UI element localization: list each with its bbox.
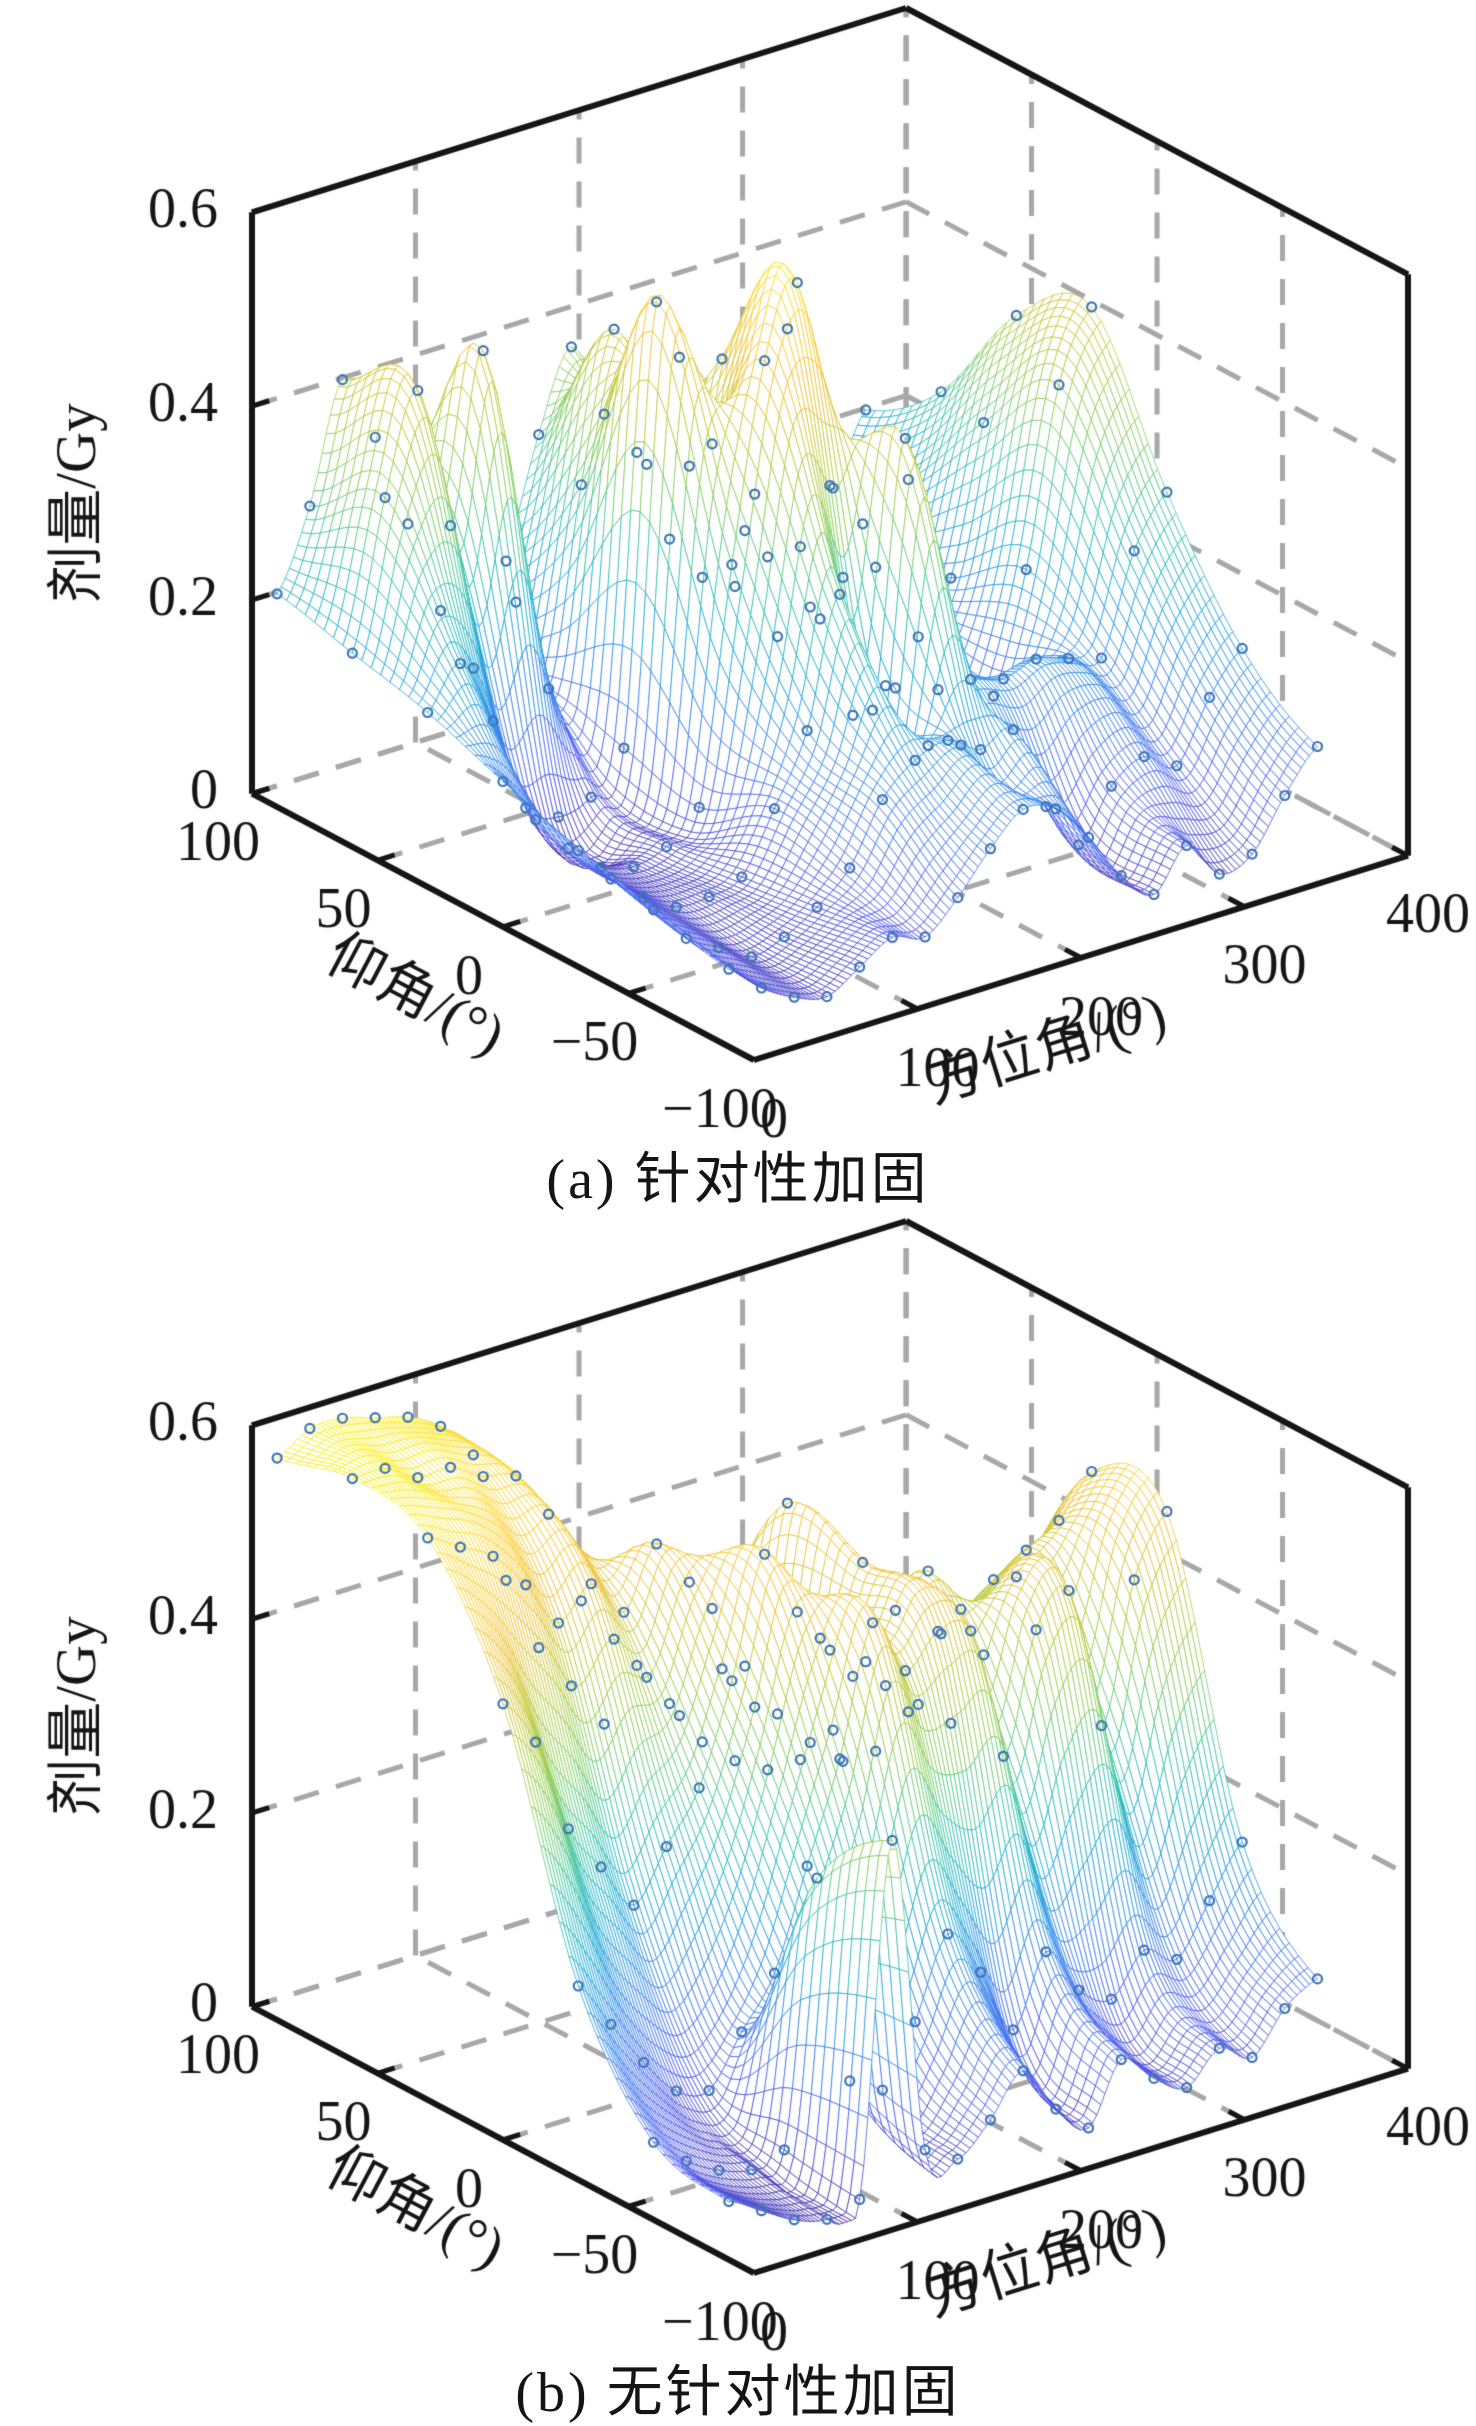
surface-plot-b-canvas <box>0 1213 1476 2363</box>
surface-plot-a-caption: (a) 针对性加固 <box>546 1149 930 1211</box>
surface-plot-b: (b) 无针对性加固 <box>0 1213 1476 2426</box>
surface-plot-b-caption: (b) 无针对性加固 <box>515 2362 961 2424</box>
surface-plot-a: (a) 针对性加固 <box>0 0 1476 1211</box>
surface-plot-a-canvas <box>0 0 1476 1150</box>
